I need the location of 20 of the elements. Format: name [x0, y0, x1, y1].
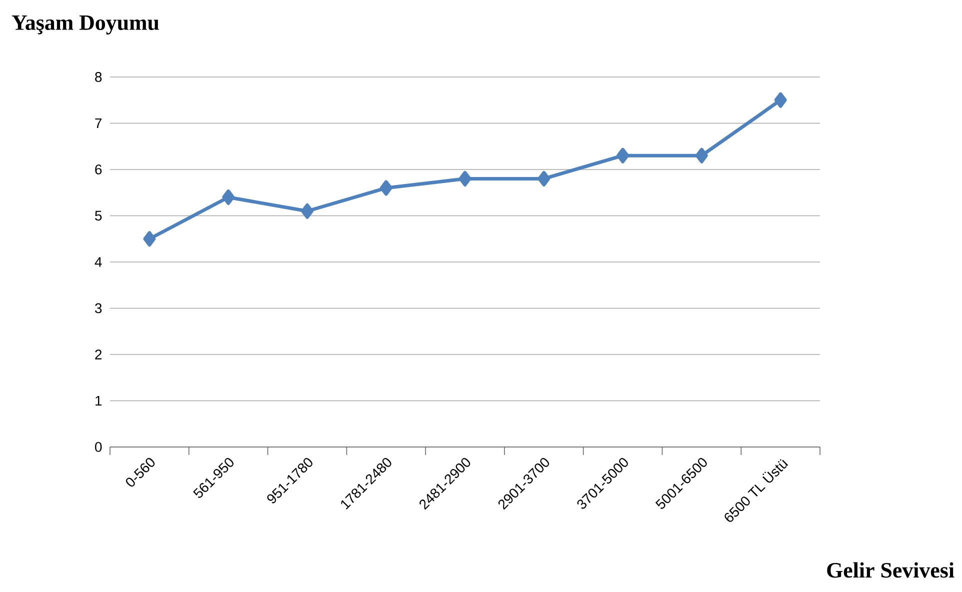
y-tick-label: 3	[95, 303, 102, 314]
point	[300, 203, 314, 219]
y-tick-label: 2	[95, 350, 102, 360]
point	[222, 189, 235, 205]
point	[143, 231, 156, 247]
point	[774, 92, 787, 108]
chart-title: Yaşam Doyumu	[12, 15, 159, 35]
point	[458, 170, 472, 186]
y-tick-label: 7	[95, 118, 102, 128]
y-tick-label: 5	[95, 210, 102, 221]
y-tick-label: 8	[95, 72, 102, 82]
x-axis-title: Gelir Sevivesi	[827, 562, 954, 578]
point	[695, 148, 708, 164]
y-tick-label: 6	[95, 164, 102, 174]
point	[380, 180, 392, 196]
point	[616, 148, 630, 164]
y-tick-label: 4	[94, 257, 102, 267]
point	[538, 170, 550, 186]
y-tick-label: 1	[96, 396, 102, 406]
y-tick-label: 0	[95, 442, 102, 452]
